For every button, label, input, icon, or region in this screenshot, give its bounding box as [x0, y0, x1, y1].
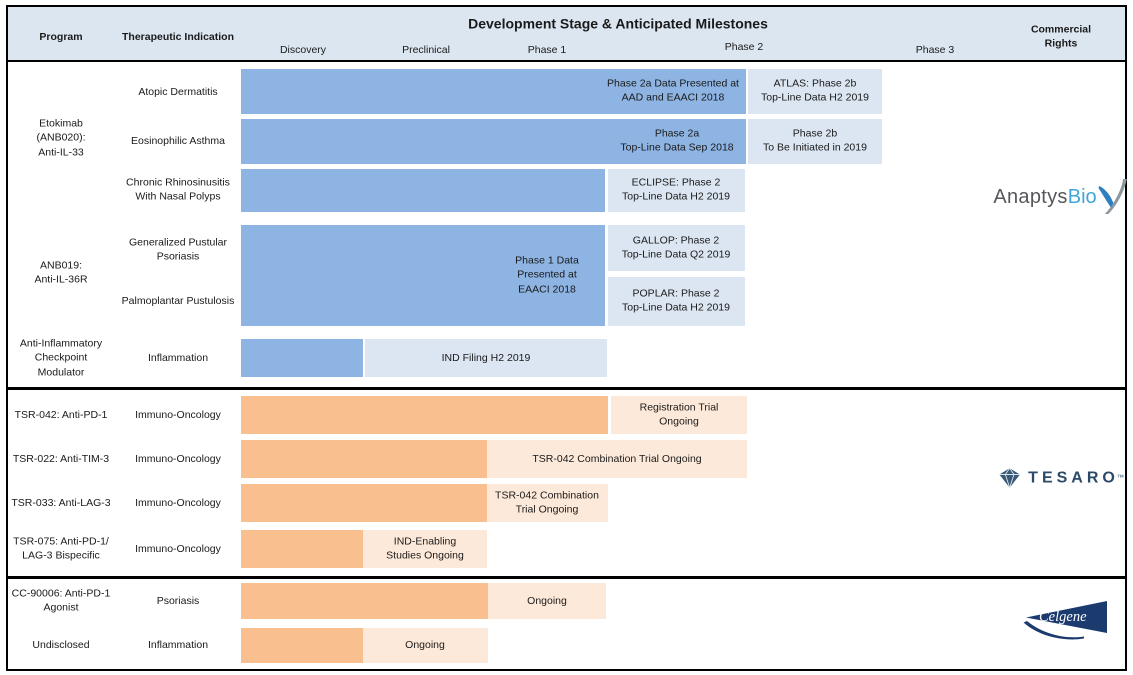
- indication-label-inflammation: Inflammation: [147, 351, 209, 364]
- tesaro-trademark: ™: [1116, 474, 1124, 482]
- stage-header-preclinical: Preclinical: [402, 43, 450, 56]
- anaptysbio-logo: Anaptys Bio: [993, 179, 1128, 215]
- indication-label-atopic-dermatitis: Atopic Dermatitis: [138, 85, 218, 98]
- milestone-text-gallop: GALLOP: Phase 2 Top-Line Data Q2 2019: [621, 234, 731, 261]
- section-divider-1: [8, 387, 1125, 390]
- stage-bar-tsr042: [241, 396, 608, 434]
- milestone-box-eclipse: [608, 169, 745, 212]
- milestone-box-atlas: [748, 69, 882, 114]
- milestone-box-cc90006: [488, 583, 606, 619]
- stage-bar-undisclosed: [241, 628, 363, 663]
- stage-bar-anb019: [241, 225, 605, 326]
- section-divider-2: [8, 576, 1125, 579]
- stage-bar-checkpoint-modulator: [241, 339, 363, 377]
- milestone-box-gallop: [608, 225, 745, 271]
- program-label-tsr033: TSR-033: Anti-LAG-3: [11, 496, 111, 509]
- milestone-text-tsr033: TSR-042 Combination Trial Ongoing: [495, 489, 599, 516]
- column-header-commercial-rights: Commercial Rights: [1030, 23, 1092, 50]
- stage-header-discovery: Discovery: [279, 43, 327, 56]
- table-header: Development Stage & Anticipated Mileston…: [8, 7, 1125, 62]
- program-label-undisclosed: Undisclosed: [32, 638, 90, 651]
- milestone-text-asthma-bar: Phase 2a Top-Line Data Sep 2018: [620, 127, 734, 154]
- milestone-text-anb019-bar: Phase 1 Data Presented at EAACI 2018: [515, 254, 579, 296]
- milestone-text-phase2b: Phase 2b To Be Initiated in 2019: [763, 127, 867, 154]
- stage-bar-cc90006: [241, 583, 488, 619]
- indication-label-tsr022: Immuno-Oncology: [135, 452, 221, 465]
- milestone-text-eclipse: ECLIPSE: Phase 2 Top-Line Data H2 2019: [622, 176, 730, 203]
- milestone-box-tsr022: [487, 440, 747, 478]
- indication-label-tsr042: Immuno-Oncology: [135, 408, 221, 421]
- program-label-anb019: ANB019: Anti-IL-36R: [34, 259, 88, 286]
- indication-label-generalized-pustular-psoriasis: Generalized Pustular Psoriasis: [128, 236, 228, 263]
- chart-title: Development Stage & Anticipated Mileston…: [468, 15, 768, 32]
- celgene-logo: Celgene: [1018, 600, 1110, 642]
- milestone-box-tsr042: [611, 396, 747, 434]
- program-label-tsr022: TSR-022: Anti-TIM-3: [12, 452, 110, 465]
- milestone-text-tsr022: TSR-042 Combination Trial Ongoing: [532, 452, 702, 465]
- milestone-text-undisclosed: Ongoing: [405, 638, 445, 651]
- tesaro-logo: TESARO ™: [998, 468, 1124, 489]
- column-header-indication: Therapeutic Indication: [121, 30, 235, 43]
- indication-label-chronic-rhinosinusitis: Chronic Rhinosinusitis With Nasal Polyps: [126, 176, 230, 203]
- milestone-text-ind-filing: IND Filing H2 2019: [441, 351, 531, 364]
- program-label-tsr042: TSR-042: Anti-PD-1: [14, 408, 108, 421]
- milestone-text-cc90006: Ongoing: [527, 594, 567, 607]
- chart-frame: Development Stage & Anticipated Mileston…: [6, 5, 1128, 671]
- anaptysbio-bird-icon: [1098, 179, 1128, 214]
- indication-label-palmoplantar-pustulosis: Palmoplantar Pustulosis: [121, 294, 235, 307]
- anaptysbio-logo-text-accent: Bio: [1067, 185, 1097, 208]
- program-label-checkpoint-modulator: Anti-Inflammatory Checkpoint Modulator: [19, 337, 103, 379]
- stage-header-phase1: Phase 1: [527, 43, 567, 56]
- milestone-box-undisclosed: [363, 628, 488, 663]
- milestone-box-poplar: [608, 277, 745, 326]
- program-label-cc90006: CC-90006: Anti-PD-1 Agonist: [11, 587, 111, 614]
- tesaro-logo-text: TESARO: [1028, 469, 1119, 486]
- stage-bar-tsr075: [241, 530, 363, 568]
- milestone-text-atlas: ATLAS: Phase 2b Top-Line Data H2 2019: [761, 77, 869, 104]
- indication-label-eosinophilic-asthma: Eosinophilic Asthma: [131, 134, 225, 147]
- milestone-text-atopic-bar: Phase 2a Data Presented at AAD and EAACI…: [607, 77, 739, 104]
- stage-bar-atopic-dermatitis: [241, 69, 746, 114]
- milestone-text-tsr042: Registration Trial Ongoing: [639, 401, 719, 428]
- stage-bar-chronic-rhinosinusitis: [241, 169, 605, 212]
- celgene-logo-text: Celgene: [1039, 609, 1087, 625]
- stage-bar-tsr033: [241, 484, 487, 522]
- milestone-box-tsr075: [363, 530, 487, 568]
- anaptysbio-logo-text: Anaptys: [993, 185, 1068, 208]
- indication-label-inflammation-celgene: Inflammation: [147, 638, 209, 651]
- stage-bar-eosinophilic-asthma: [241, 119, 746, 164]
- stage-header-phase3: Phase 3: [915, 43, 955, 56]
- indication-label-psoriasis: Psoriasis: [156, 594, 200, 607]
- column-header-program: Program: [39, 30, 83, 43]
- milestone-text-tsr075: IND-Enabling Studies Ongoing: [386, 535, 464, 562]
- milestone-text-poplar: POPLAR: Phase 2 Top-Line Data H2 2019: [622, 287, 730, 314]
- milestone-box-tsr033: [487, 484, 608, 522]
- indication-label-tsr033: Immuno-Oncology: [135, 496, 221, 509]
- stage-bar-tsr022: [241, 440, 487, 478]
- program-label-etokimab: Etokimab (ANB020): Anti-IL-33: [36, 117, 86, 159]
- program-label-tsr075: TSR-075: Anti-PD-1/ LAG-3 Bispecific: [13, 535, 109, 562]
- stage-header-phase2: Phase 2: [724, 40, 764, 53]
- celgene-triangle-icon: [1023, 601, 1107, 640]
- milestone-box-phase2b: [748, 119, 882, 164]
- tesaro-diamond-icon: [999, 468, 1020, 488]
- indication-label-tsr075: Immuno-Oncology: [135, 542, 221, 555]
- milestone-box-ind-filing: [365, 339, 607, 377]
